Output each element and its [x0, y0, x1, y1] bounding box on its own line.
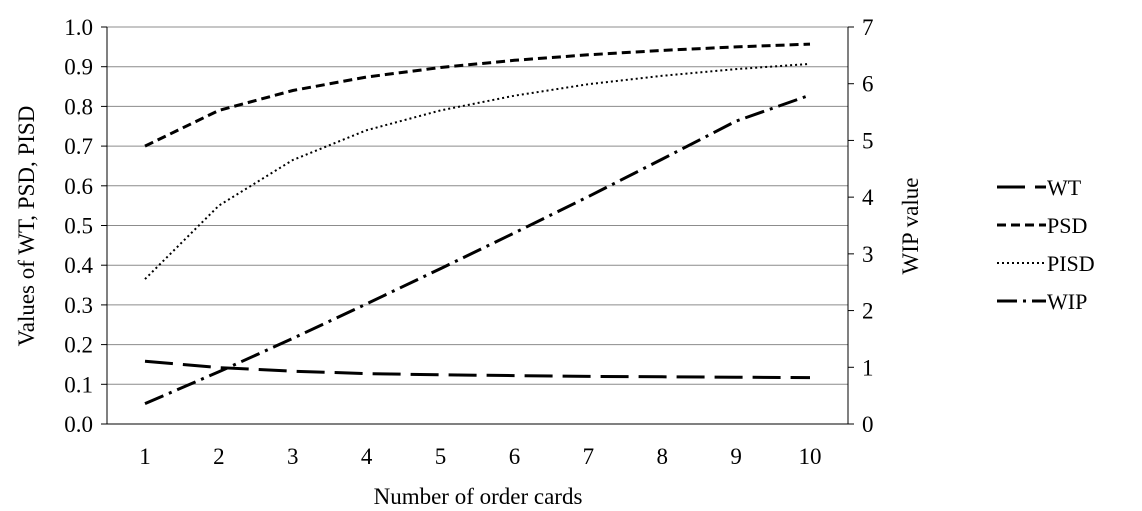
legend-label-psd: PSD	[1047, 213, 1087, 238]
legend-label-pisd: PISD	[1047, 251, 1095, 276]
series-line-wip	[144, 93, 811, 405]
x-tick-label: 5	[435, 444, 447, 469]
y-tick-label: 0.2	[64, 333, 93, 358]
y2-tick-label: 2	[862, 299, 874, 324]
series-line-pisd	[144, 62, 811, 280]
y2-tick-label: 7	[862, 15, 874, 40]
legend-label-wip: WIP	[1047, 289, 1087, 314]
x-tick-label: 10	[799, 444, 822, 469]
y2-tick-label: 5	[862, 128, 874, 153]
x-tick-label: 4	[361, 444, 373, 469]
plot-frame	[101, 26, 854, 425]
y-tick-label: 0.0	[64, 412, 93, 437]
y2-tick-label: 0	[862, 412, 874, 437]
x-axis-title: Number of order cards	[374, 484, 583, 509]
y-tick-label: 0.9	[64, 55, 93, 80]
series-line-psd	[144, 42, 811, 148]
gridlines	[107, 26, 848, 385]
x-tick-label: 7	[583, 444, 595, 469]
series-lines	[144, 42, 811, 405]
y-tick-label: 0.7	[64, 134, 93, 159]
y-tick-label: 0.1	[64, 372, 93, 397]
legend-label-wt: WT	[1047, 175, 1082, 200]
y2-tick-label: 1	[862, 355, 874, 380]
y-tick-label: 0.4	[64, 253, 93, 278]
x-tick-label: 9	[730, 444, 742, 469]
y2-tick-label: 3	[862, 242, 874, 267]
y-axis-title: Values of WT, PSD, PISD	[14, 106, 39, 347]
y2-axis-title: WIP value	[898, 178, 923, 275]
legend: WT PSD PISD WIP	[997, 175, 1095, 314]
x-tick-label: 1	[139, 444, 151, 469]
x-tick-label: 6	[509, 444, 521, 469]
y-tick-label: 0.8	[64, 94, 93, 119]
y-tick-label: 1.0	[64, 15, 93, 40]
x-tick-label: 2	[213, 444, 225, 469]
x-tick-label: 8	[656, 444, 668, 469]
tick-labels: 0.0 0.1 0.2 0.3 0.4 0.5 0.6 0.7 0.8 0.9 1.0 0 1 2 3 4 5 6…	[64, 15, 874, 469]
y-tick-label: 0.3	[64, 293, 93, 318]
x-tick-label: 3	[287, 444, 299, 469]
y-tick-label: 0.6	[64, 174, 93, 199]
y-tick-label: 0.5	[64, 214, 93, 239]
series-line-wt	[144, 359, 811, 380]
y2-tick-label: 4	[862, 185, 874, 210]
y2-tick-label: 6	[862, 72, 874, 97]
